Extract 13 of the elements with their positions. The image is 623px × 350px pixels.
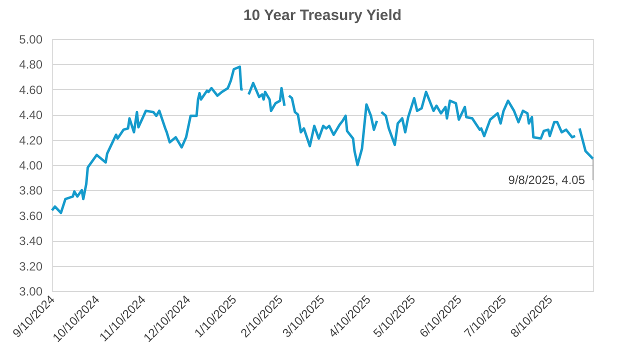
y-tick-label: 3.40 bbox=[19, 234, 43, 248]
y-tick-label: 3.80 bbox=[19, 184, 43, 198]
y-tick-label: 4.00 bbox=[19, 158, 43, 172]
annotation: 9/8/2025, 4.05 bbox=[508, 173, 586, 188]
y-tick-label: 4.20 bbox=[19, 133, 43, 148]
y-tick-label: 4.80 bbox=[19, 58, 43, 72]
y-tick-label: 3.20 bbox=[19, 259, 43, 274]
y-tick-label: 5.00 bbox=[19, 32, 43, 46]
y-tick-label: 4.60 bbox=[19, 82, 43, 97]
chart-title: 10 Year Treasury Yield bbox=[243, 7, 402, 24]
y-tick-label: 3.00 bbox=[19, 284, 43, 298]
y-tick-label: 4.40 bbox=[19, 108, 43, 122]
y-tick-label: 3.60 bbox=[19, 208, 43, 223]
